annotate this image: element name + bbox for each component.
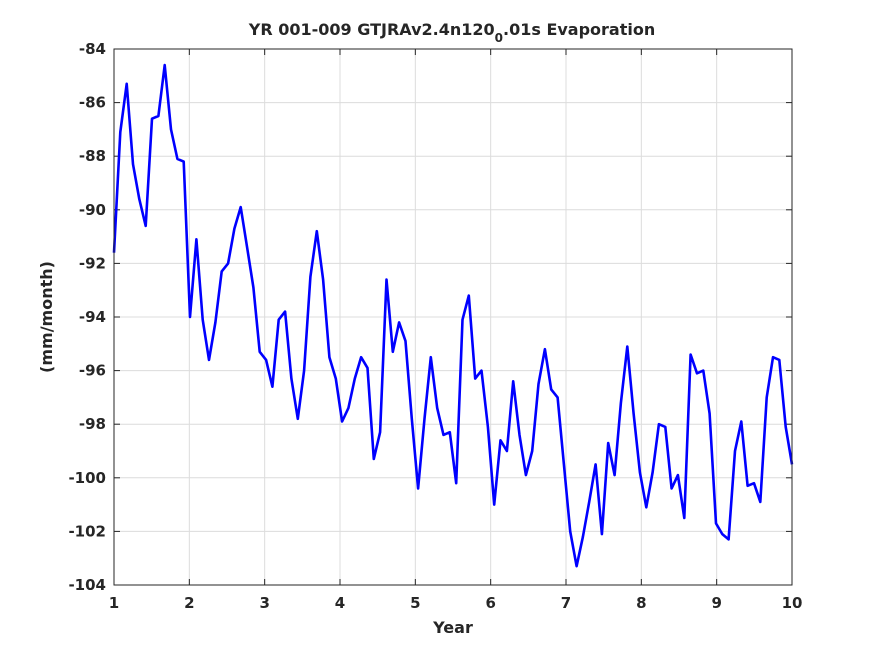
y-tick-label: -90 bbox=[79, 201, 106, 219]
grid-lines bbox=[113, 48, 793, 586]
x-tick-label: 8 bbox=[636, 594, 646, 612]
y-tick-label: -94 bbox=[79, 308, 106, 326]
title-main: YR 001-009 GTJRAv2.4n120 bbox=[248, 20, 495, 39]
x-tick-label: 10 bbox=[782, 594, 803, 612]
x-axis-label: Year bbox=[432, 618, 473, 637]
chart-title: YR 001-009 GTJRAv2.4n1200.01s Evaporatio… bbox=[248, 20, 656, 45]
y-tick-label: -102 bbox=[68, 522, 106, 540]
x-tick-label: 4 bbox=[335, 594, 345, 612]
x-tick-label: 1 bbox=[109, 594, 119, 612]
y-axis-label: (mm/month) bbox=[37, 261, 56, 373]
title-subscript: 0 bbox=[495, 31, 503, 45]
y-tick-label: -96 bbox=[79, 362, 106, 380]
x-tick-label: 6 bbox=[485, 594, 495, 612]
y-tick-labels: -84 -86 -88 -90 -92 -94 -96 -98 -100 -102 -104 bbox=[68, 40, 106, 594]
y-tick-label: -100 bbox=[68, 469, 106, 487]
plot-box bbox=[113, 48, 793, 586]
y-tick-label: -104 bbox=[68, 576, 106, 594]
x-tick-label: 7 bbox=[561, 594, 571, 612]
y-tick-label: -84 bbox=[79, 40, 106, 58]
y-tick-label: -92 bbox=[79, 254, 106, 272]
x-tick-label: 2 bbox=[184, 594, 194, 612]
title-tail: .01s Evaporation bbox=[503, 20, 655, 39]
x-tick-label: 9 bbox=[711, 594, 721, 612]
x-tick-label: 5 bbox=[410, 594, 420, 612]
x-tick-labels: 1 2 3 4 5 6 7 8 9 10 bbox=[109, 594, 803, 612]
x-tick-label: 3 bbox=[259, 594, 269, 612]
series-line bbox=[112, 63, 794, 568]
y-tick-label: -86 bbox=[79, 94, 106, 112]
y-tick-label: -98 bbox=[79, 415, 106, 433]
y-tick-label: -88 bbox=[79, 147, 106, 165]
